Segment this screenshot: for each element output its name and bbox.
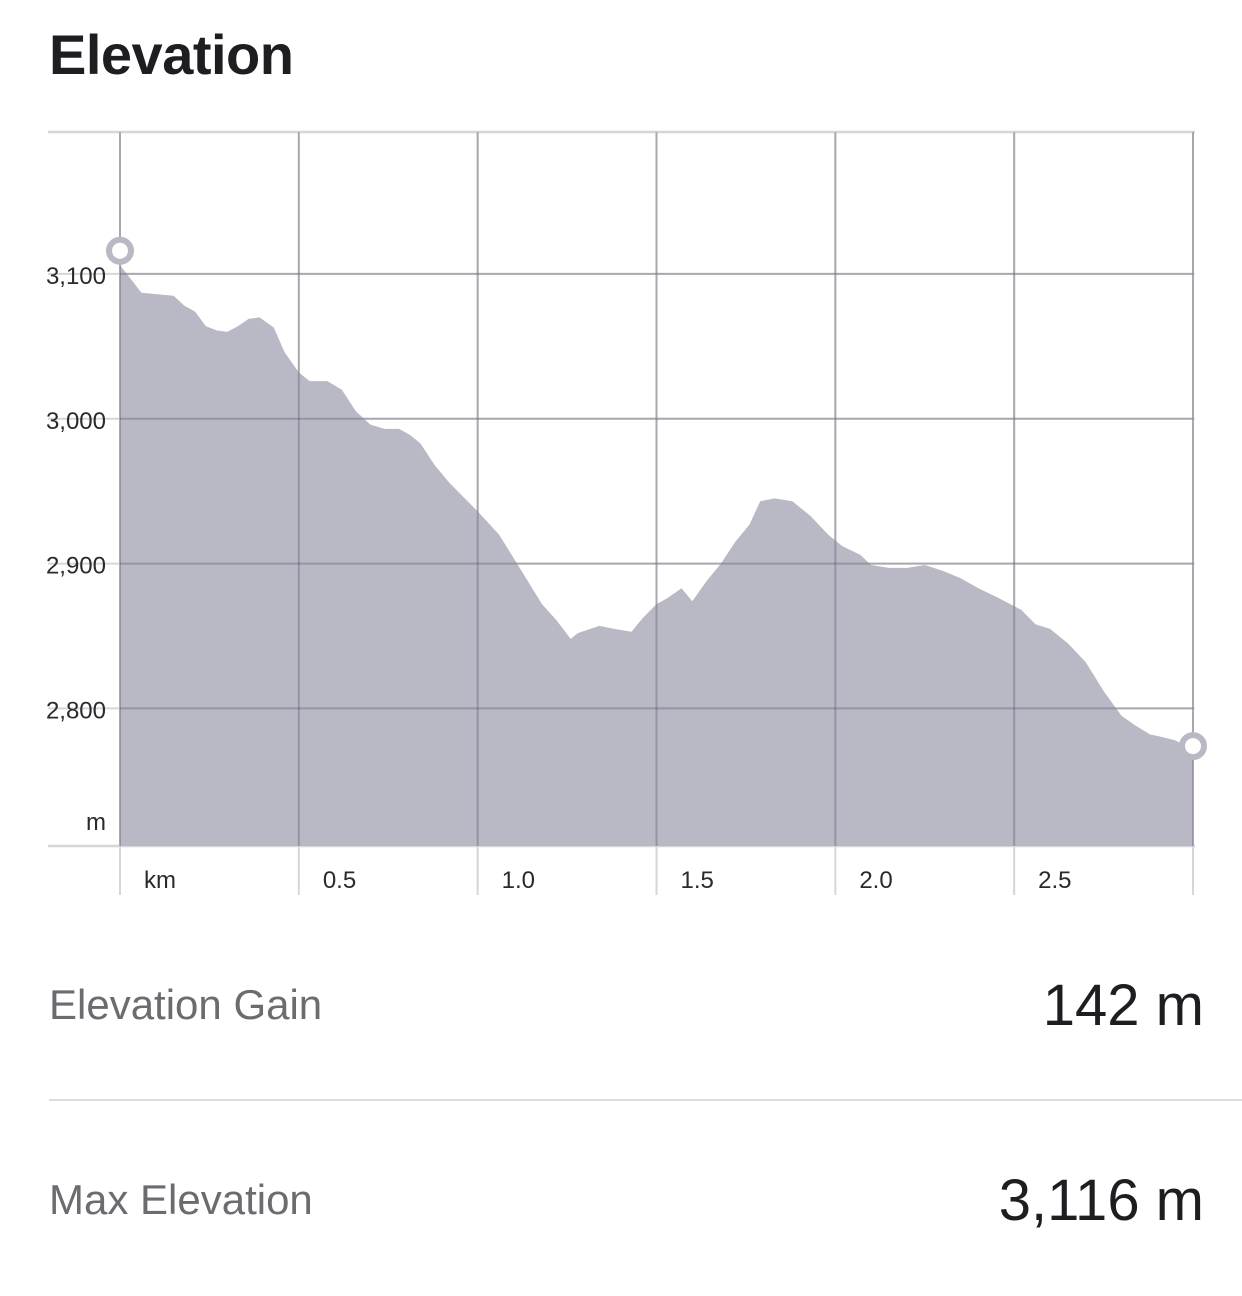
elevation-chart: 2,800 2,900 3,000 3,100 km 0.5 1.0 1.5 2.0 2.5 m: [46, 130, 1207, 895]
elevation-gain-value: 142 m: [1042, 972, 1204, 1038]
y-tick-label: 3,100: [46, 263, 106, 290]
x-tick-label: 2.0: [859, 867, 892, 894]
x-tick-label: 1.5: [681, 867, 714, 894]
chart-area-layer: [120, 265, 1193, 846]
chart-markers: [106, 236, 1207, 761]
x-tick-label: 1.0: [502, 867, 535, 894]
max-elevation-value: 3,116 m: [998, 1167, 1204, 1233]
max-elevation-label: Max Elevation: [49, 1176, 313, 1223]
x-axis-unit-label: km: [144, 867, 176, 894]
end-point-marker: [1179, 732, 1207, 761]
elevation-gain-row: Elevation Gain 142 m: [49, 960, 1204, 1050]
y-axis-unit-label: m: [86, 809, 106, 836]
chart-grid-overlay: [119, 132, 1194, 846]
x-tick-label: 2.5: [1038, 867, 1071, 894]
y-tick-label: 2,800: [46, 697, 106, 724]
page-title: Elevation: [49, 23, 294, 86]
start-point-marker: [106, 236, 134, 265]
stats-divider: [49, 1099, 1242, 1101]
chart-labels: 2,800 2,900 3,000 3,100 km 0.5 1.0 1.5 2.0 2.5 m: [46, 263, 1072, 894]
y-tick-label: 2,900: [46, 553, 106, 580]
x-tick-label: 0.5: [323, 867, 356, 894]
elevation-area: [120, 265, 1193, 846]
elevation-gain-label: Elevation Gain: [49, 981, 323, 1028]
max-elevation-row: Max Elevation 3,116 m: [49, 1155, 1204, 1245]
y-tick-label: 3,000: [46, 408, 106, 435]
